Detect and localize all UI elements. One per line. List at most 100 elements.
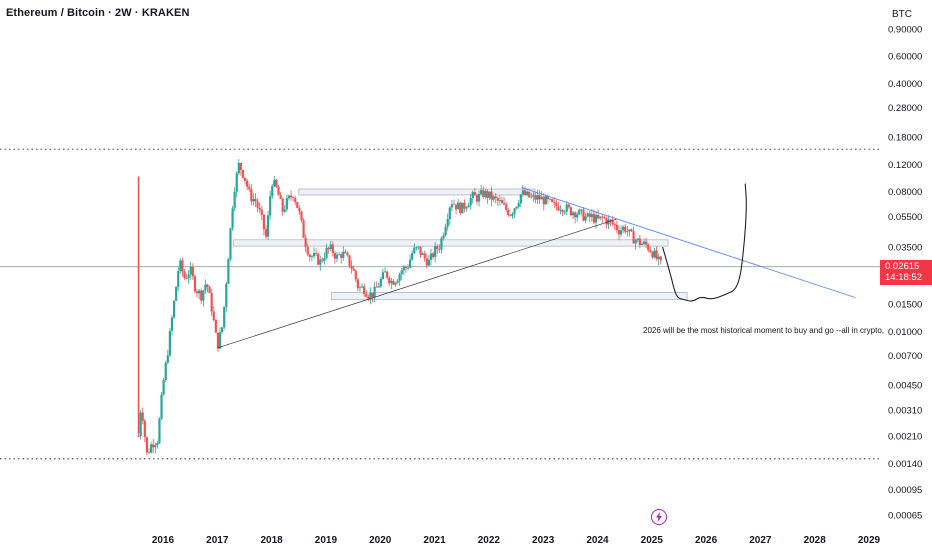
candle-body — [546, 195, 550, 200]
candle-body — [149, 444, 153, 453]
candle-body — [592, 213, 596, 223]
candle-body — [360, 286, 364, 288]
lightning-event-icon[interactable] — [651, 509, 667, 525]
x-tick-label: 2021 — [423, 535, 446, 546]
x-tick-label: 2027 — [749, 535, 772, 546]
candle-body — [308, 254, 311, 258]
candle-body — [248, 186, 251, 190]
candle-body — [344, 251, 347, 254]
candle-body — [283, 209, 286, 212]
candle-body — [193, 276, 197, 292]
candle-body — [287, 195, 291, 199]
candle-body — [388, 277, 391, 284]
candle-body — [285, 198, 288, 210]
axis-currency-label[interactable]: BTC — [892, 9, 912, 20]
candle-body — [515, 206, 518, 209]
candle-body — [454, 204, 458, 210]
candle-body — [139, 412, 142, 437]
chart-annotation[interactable]: 2026 will be the most historical moment … — [643, 326, 885, 335]
candle-body — [367, 296, 370, 299]
candle-body — [154, 445, 157, 448]
candle-body — [406, 267, 410, 269]
x-tick-label: 2029 — [858, 535, 881, 546]
candle-body — [419, 246, 422, 255]
candle-body — [634, 240, 637, 244]
candle-body — [254, 198, 257, 202]
candle-body — [628, 229, 631, 232]
candle-body — [231, 208, 234, 229]
candle-body — [427, 259, 430, 266]
candle-body — [413, 247, 416, 253]
candle-body — [223, 306, 226, 328]
candle-body — [179, 260, 182, 272]
candle-body — [534, 195, 537, 200]
candle-body — [294, 198, 297, 203]
candle-body — [214, 319, 217, 333]
candle-body — [425, 258, 428, 266]
candle-body — [525, 191, 529, 195]
candle-body — [475, 195, 479, 202]
candle-body — [615, 224, 618, 231]
candle-body — [411, 252, 414, 260]
candle-body — [195, 291, 199, 294]
candle-body — [461, 202, 464, 214]
candle-body — [246, 180, 249, 187]
candle-body — [490, 191, 493, 200]
candle-body — [348, 255, 351, 266]
candle-body — [492, 196, 495, 200]
candle-body — [277, 186, 280, 196]
candle-body — [275, 179, 278, 187]
support-resistance-zone — [233, 239, 669, 247]
candle-body — [398, 274, 401, 281]
candle-body — [486, 191, 489, 198]
candle-body — [473, 192, 476, 196]
candle-body — [626, 231, 629, 233]
candle-body — [340, 254, 343, 258]
candle-body — [523, 190, 527, 195]
candle-body — [540, 196, 543, 200]
candle-body — [599, 216, 602, 219]
candle-body — [266, 215, 270, 237]
candle-body — [632, 231, 635, 244]
candle-body — [548, 199, 552, 200]
candle-body — [513, 208, 516, 214]
candle-body — [505, 204, 508, 210]
candle-body — [191, 266, 194, 277]
price-axis: 0.90000 0.60000 0.40000 0.28000 0.18000 0.120… — [888, 24, 922, 521]
candle-body — [256, 201, 259, 208]
x-tick-label: 2026 — [695, 535, 718, 546]
candle-body — [538, 195, 541, 200]
candle-body — [310, 256, 314, 258]
candle-body — [559, 209, 562, 211]
candle-body — [198, 290, 201, 294]
candle-body — [622, 226, 625, 231]
candle-body — [296, 202, 299, 208]
candle-body — [584, 216, 587, 221]
candle-body — [189, 266, 192, 275]
candle-body — [519, 194, 522, 204]
candle-body — [394, 282, 397, 285]
candle-body — [166, 355, 169, 363]
candle-body — [306, 246, 309, 255]
y-tick-label: 0.00700 — [888, 351, 922, 362]
candle-body — [471, 192, 474, 199]
candle-body — [200, 290, 203, 301]
candle-body — [448, 207, 451, 220]
candle-body — [156, 443, 159, 446]
candle-body — [653, 250, 656, 258]
candle-body — [596, 214, 600, 219]
y-tick-label: 0.90000 — [888, 24, 922, 35]
candle-body — [613, 223, 616, 225]
candle-body — [183, 271, 186, 279]
candle-body — [279, 195, 282, 199]
y-tick-label: 0.00140 — [888, 459, 922, 470]
candle-body — [375, 286, 378, 288]
last-price-tag: 0.02615 14:18:52 — [880, 260, 932, 285]
candle-body — [181, 260, 184, 272]
candle-body — [202, 290, 205, 301]
y-tick-label: 0.12000 — [888, 160, 922, 171]
candle-body — [630, 229, 633, 232]
candle-body — [379, 278, 382, 287]
candle-body — [450, 204, 453, 208]
